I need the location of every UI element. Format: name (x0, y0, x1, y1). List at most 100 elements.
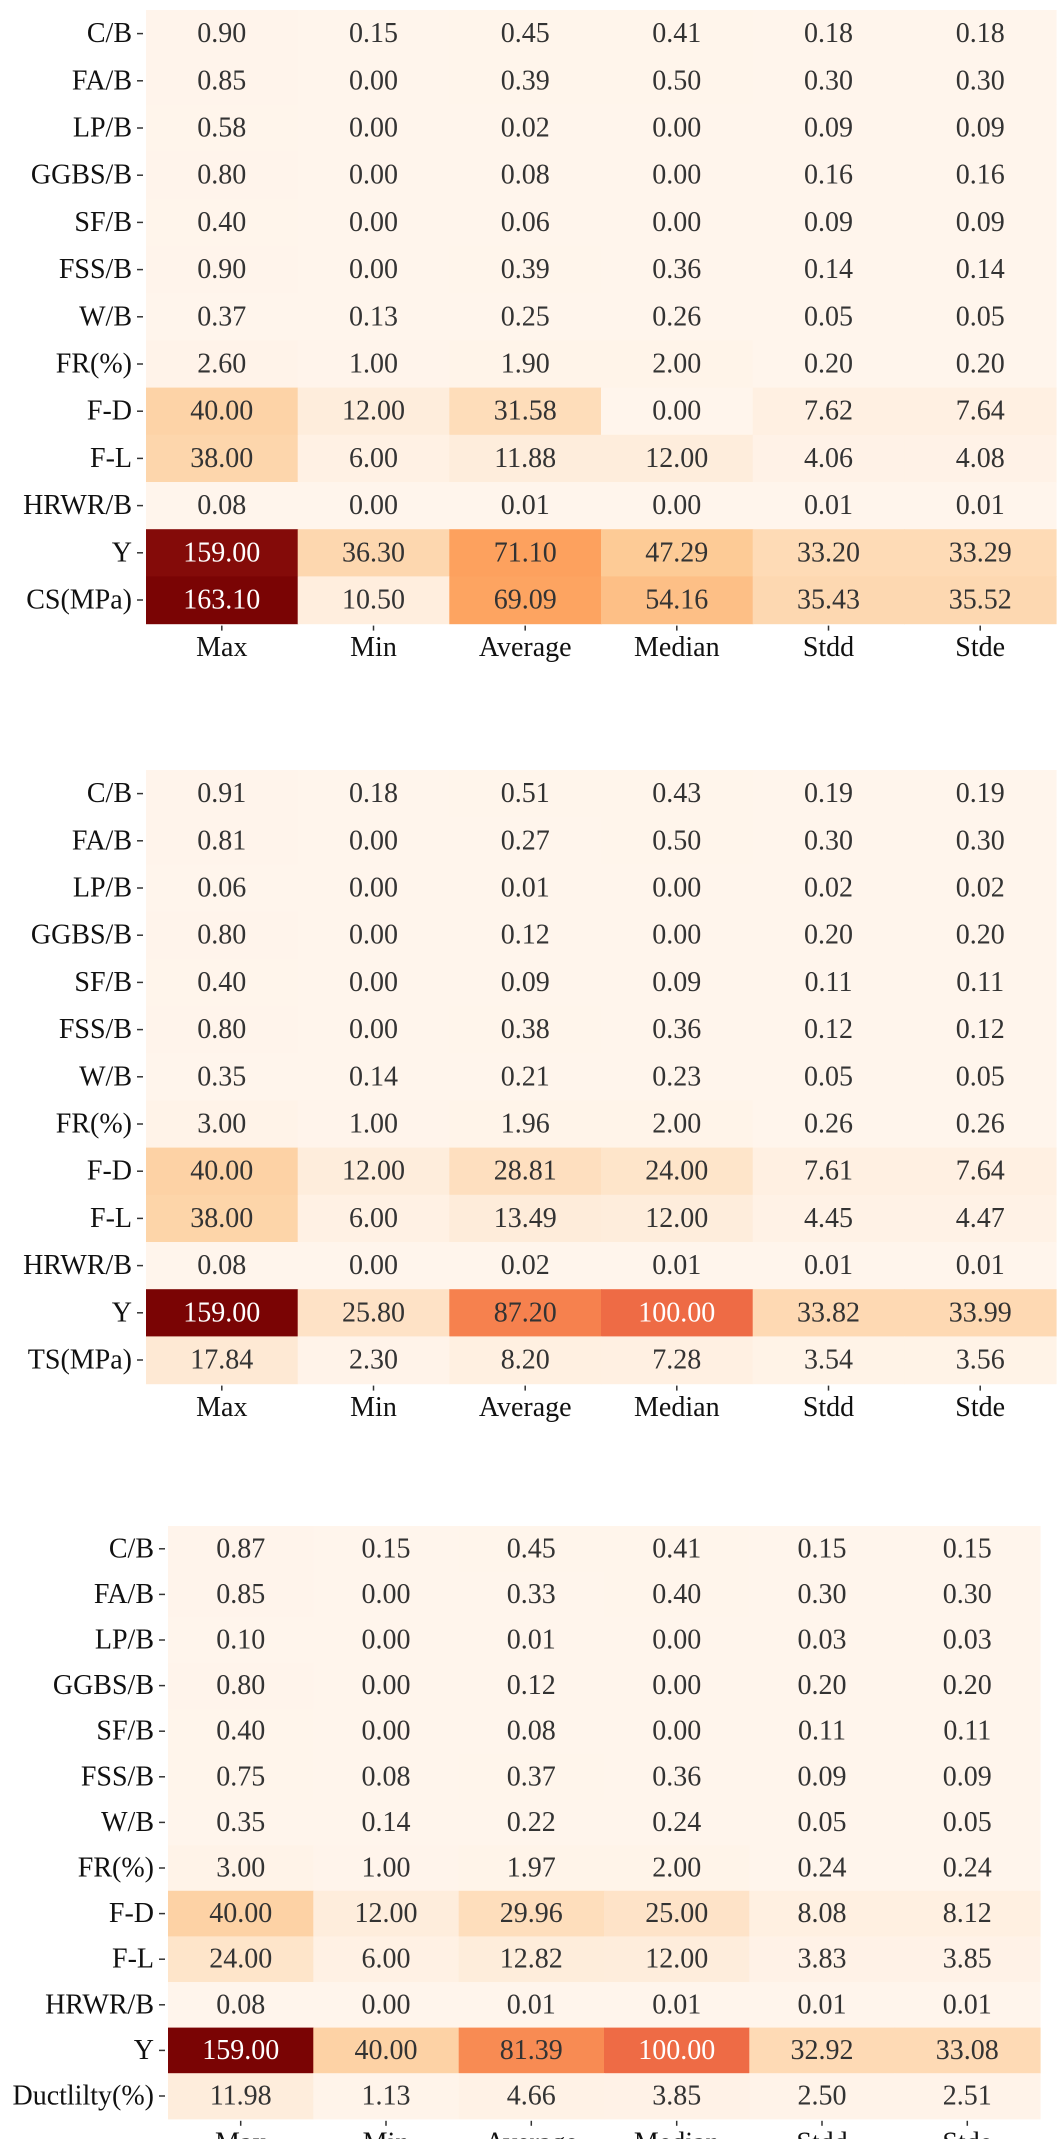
heatmap-cell-value: 0.00 (652, 490, 701, 521)
heatmap-cell-value: 0.35 (216, 1807, 265, 1838)
heatmap-cell (313, 1890, 460, 1937)
heatmap-cell-value: 0.12 (956, 1014, 1005, 1045)
heatmap-cell (168, 1845, 314, 1892)
heatmap-cell (752, 387, 905, 436)
heatmap-cell-value: 0.10 (216, 1625, 265, 1656)
heatmap-cell-value: 1.00 (349, 1109, 398, 1140)
heatmap-cell-value: 0.36 (652, 254, 701, 285)
heatmap-cell (449, 246, 602, 294)
heatmap-cell (297, 104, 450, 153)
heatmap-cell (458, 1754, 605, 1801)
heatmap-cell (904, 958, 1057, 1007)
heatmap-cell (449, 151, 602, 200)
heatmap-cell (297, 293, 450, 341)
heatmap-cell-value: 0.50 (652, 825, 701, 856)
heatmap-cell (168, 1662, 314, 1709)
heatmap-cell (601, 198, 754, 247)
heatmap-cell (458, 1982, 605, 2029)
heatmap-cell-value: 2.50 (798, 2081, 847, 2112)
column-label: Max (196, 632, 247, 663)
row-label: F-D (87, 396, 132, 427)
heatmap-cell-value: 31.58 (494, 396, 557, 427)
heatmap-cell-value: 159.00 (183, 537, 260, 568)
heatmap-cell (604, 1662, 750, 1709)
heatmap-cell-value: 0.09 (798, 1761, 847, 1792)
heatmap-cell (313, 1936, 460, 1983)
heatmap-cell (604, 2027, 750, 2074)
heatmap-cell-value: 0.30 (804, 825, 853, 856)
heatmap-cell-value: 0.06 (197, 873, 246, 904)
column-label: Stde (955, 1392, 1005, 1423)
heatmap-cell (449, 1006, 602, 1054)
column-label: Stdd (803, 1392, 854, 1423)
row-label: FSS/B (59, 254, 132, 285)
heatmap-cell-value: 0.15 (349, 18, 398, 49)
heatmap-cell-value: 33.82 (797, 1297, 860, 1328)
heatmap-cell (904, 770, 1057, 818)
heatmap-cell (146, 104, 299, 153)
heatmap-cell (146, 1147, 299, 1196)
heatmap-cell-value: 25.00 (645, 1898, 708, 1929)
heatmap-cell (904, 434, 1057, 483)
heatmap-cell (752, 434, 905, 483)
heatmap-cell (146, 817, 299, 865)
heatmap-cell (146, 864, 299, 913)
heatmap-cell-value: 38.00 (190, 1203, 253, 1234)
heatmap-cell-value: 12.00 (645, 1203, 708, 1234)
heatmap-cell-value: 33.08 (936, 2035, 999, 2066)
heatmap-cell (297, 57, 450, 105)
heatmap-cell-value: 7.64 (956, 1156, 1005, 1187)
heatmap-cell-value: 0.03 (943, 1625, 992, 1656)
heatmap-cell-value: 6.00 (362, 1944, 411, 1975)
row-label: SF/B (74, 967, 132, 998)
heatmap-cell (297, 434, 450, 483)
heatmap-cell (752, 1006, 905, 1054)
heatmap-cell (752, 10, 905, 58)
heatmap-cell (904, 1006, 1057, 1054)
heatmap-cell-value: 0.21 (501, 1061, 550, 1092)
heatmap-cell (146, 1289, 299, 1337)
heatmap-cell-value: 0.85 (216, 1579, 265, 1610)
heatmap-cell-value: 0.00 (349, 160, 398, 191)
heatmap-cell (146, 387, 299, 436)
heatmap-cell (146, 1336, 299, 1385)
row-label: CS(MPa) (26, 585, 132, 616)
heatmap-cell (146, 958, 299, 1007)
heatmap-cell (752, 340, 905, 389)
heatmap-cell-value: 11.88 (494, 443, 556, 474)
heatmap-cell (449, 293, 602, 341)
heatmap-cell (752, 529, 905, 577)
heatmap-cell-value: 0.20 (798, 1670, 847, 1701)
heatmap-cell (601, 1006, 754, 1054)
heatmap-cell (313, 1571, 460, 1618)
heatmap-cell-value: 0.05 (956, 301, 1005, 332)
heatmap-cell (601, 576, 754, 625)
heatmap-cell (449, 387, 602, 436)
heatmap-cell-value: 0.50 (652, 65, 701, 96)
heatmap-cell (904, 10, 1057, 58)
heatmap-cell (894, 1754, 1041, 1801)
heatmap-cell (146, 151, 299, 200)
heatmap-cell-value: 0.14 (956, 254, 1005, 285)
heatmap-cell-value: 3.00 (216, 1853, 265, 1884)
heatmap-cell (313, 1708, 460, 1755)
heatmap-cell (313, 1982, 460, 2029)
heatmap-cell-value: 0.09 (652, 967, 701, 998)
heatmap-cell (749, 1982, 896, 2029)
heatmap-cell (604, 1845, 750, 1892)
heatmap-cell-value: 0.19 (956, 778, 1005, 809)
heatmap-cell (752, 1147, 905, 1196)
heatmap-cell (168, 1708, 314, 1755)
heatmap-panel-3: 0.87 0.15 0.45 0.41 0.15 0.15 C/B 0.85 0.00 0.33 0… (12, 1526, 1041, 2144)
heatmap-cell-value: 0.03 (798, 1625, 847, 1656)
heatmap-cell (449, 57, 602, 105)
heatmap-cell-value: 3.56 (956, 1345, 1005, 1376)
heatmap-cell-value: 0.80 (197, 160, 246, 191)
column-label: Max (196, 1392, 247, 1423)
heatmap-cell-value: 87.20 (494, 1297, 557, 1328)
heatmap-cell (297, 911, 450, 960)
heatmap-cell-value: 0.00 (349, 65, 398, 96)
row-label: HRWR/B (23, 490, 132, 521)
heatmap-cell (449, 10, 602, 58)
heatmap-cell-value: 0.00 (362, 1670, 411, 1701)
